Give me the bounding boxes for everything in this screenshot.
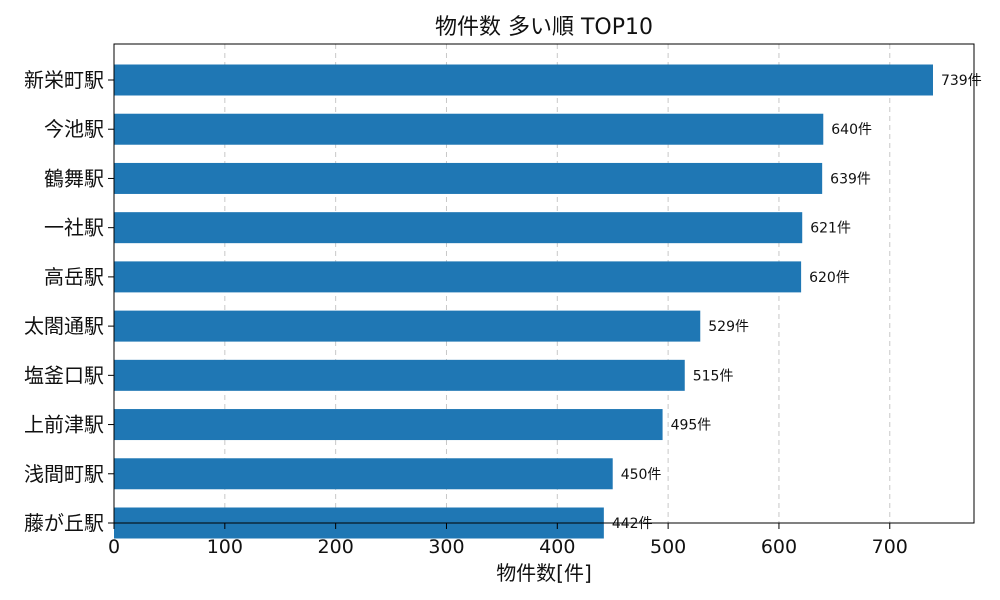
bar [114, 359, 685, 391]
bar [114, 310, 701, 342]
x-tick-label: 300 [428, 536, 464, 558]
x-tick-label: 200 [318, 536, 354, 558]
x-axis-label: 物件数[件] [496, 561, 592, 585]
x-tick-label: 700 [872, 536, 908, 558]
data-label: 640件 [831, 122, 872, 138]
chart-title: 物件数 多い順 TOP10 [435, 15, 653, 40]
bar [114, 113, 824, 145]
data-label: 739件 [941, 73, 982, 89]
data-label: 450件 [621, 467, 662, 483]
x-tick-label: 400 [539, 536, 575, 558]
bar [114, 409, 663, 441]
y-tick-label: 浅間町駅 [24, 462, 104, 486]
bar [114, 162, 823, 194]
bar [114, 212, 803, 244]
y-tick-label: 新栄町駅 [24, 68, 104, 92]
plot-frame [113, 43, 975, 524]
x-tick-label: 600 [761, 536, 797, 558]
data-label: 442件 [612, 516, 653, 532]
x-tick-label: 0 [108, 536, 120, 558]
data-label-layer: 739件 640件 639件 621件 620件 529件 515件 495件 450件 442件 [612, 73, 982, 532]
y-tick-label: 太閤通駅 [24, 314, 104, 338]
bar [114, 261, 802, 293]
data-label: 529件 [708, 319, 749, 335]
y-tick-label: 上前津駅 [24, 413, 104, 437]
data-label: 515件 [693, 368, 734, 384]
y-tick-label: 鶴舞駅 [44, 166, 104, 190]
x-tick-label: 100 [207, 536, 243, 558]
data-label: 495件 [671, 418, 712, 434]
y-tick-label: 藤が丘駅 [24, 511, 104, 535]
x-tick-layer: 0 100 200 300 400 500 600 700 [108, 523, 908, 558]
bar [114, 64, 933, 96]
y-tick-label: 今池駅 [44, 117, 104, 141]
y-tick-label: 塩釜口駅 [24, 363, 104, 387]
y-tick-label: 高岳駅 [44, 265, 104, 289]
data-label: 639件 [830, 171, 871, 187]
bar-layer [114, 64, 933, 539]
bar [114, 458, 613, 490]
data-label: 621件 [810, 221, 851, 237]
data-label: 620件 [809, 270, 850, 286]
y-tick-label: 一社駅 [44, 216, 104, 240]
grid-layer [224, 44, 891, 523]
x-tick-label: 500 [650, 536, 686, 558]
